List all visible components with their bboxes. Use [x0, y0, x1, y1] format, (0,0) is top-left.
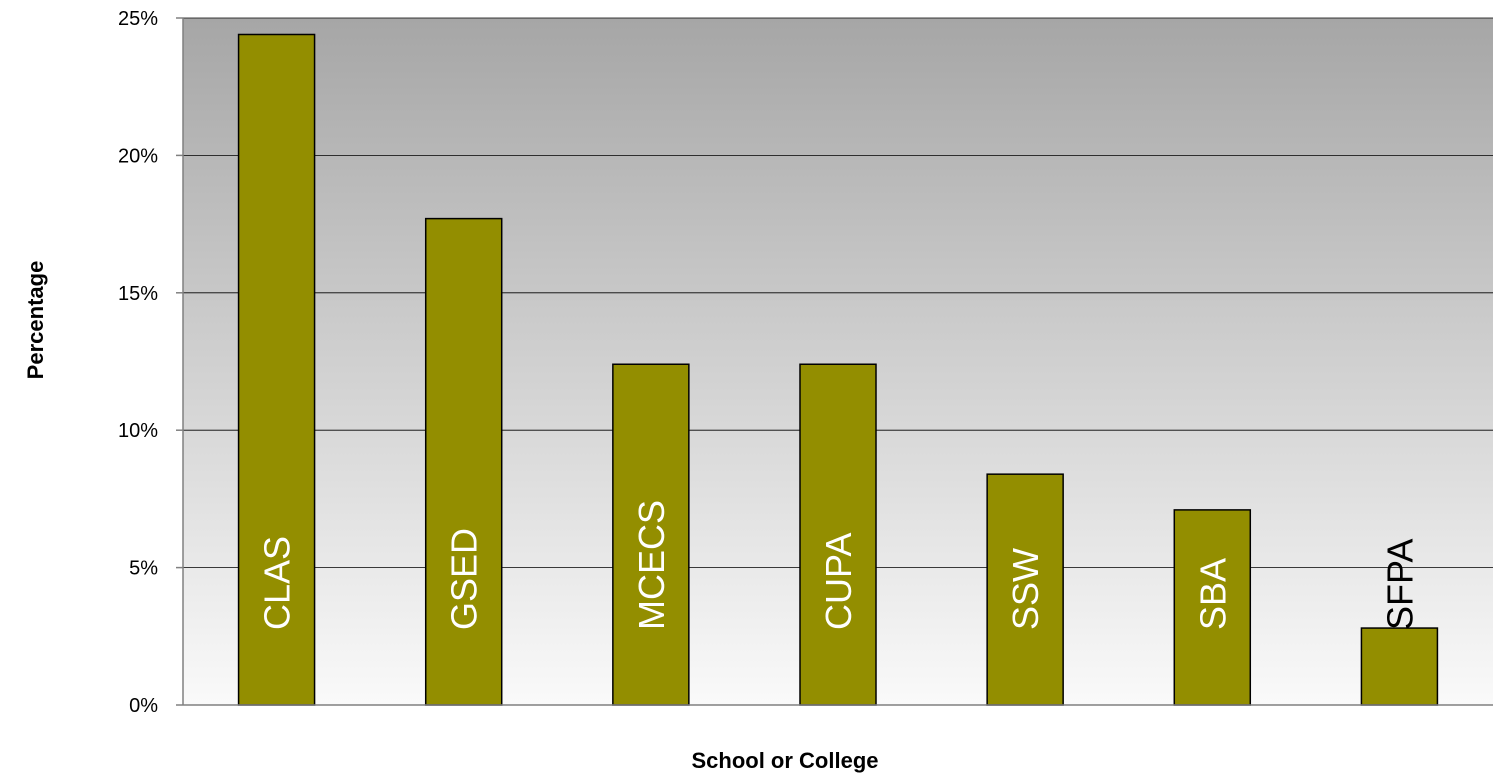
y-tick-label: 5% [129, 558, 158, 580]
bar-mcecs [612, 363, 690, 706]
y-tick-label: 15% [118, 283, 158, 305]
bar-sfpa [1360, 627, 1439, 706]
y-tick-label: 0% [129, 695, 158, 717]
bar-sba [1173, 509, 1252, 706]
bar-label-clas: CLAS [257, 536, 298, 630]
y-tick-label: 10% [118, 420, 158, 442]
bar-gsed [424, 217, 503, 706]
bar-label-ssw: SSW [1005, 548, 1046, 630]
bar-label-gsed: GSED [444, 528, 485, 630]
bar-label-mcecs: MCECS [631, 500, 672, 630]
y-axis-ticks: 0% 5% 10% 15% 20% 25% [118, 8, 183, 717]
y-tick-label: 25% [118, 8, 158, 30]
bars: CLAS GSED MCECS CUPA SSW SBA SFPA [237, 33, 1439, 706]
bar-ssw [986, 473, 1064, 706]
bar-label-cupa: CUPA [818, 533, 859, 630]
x-axis-title: School or College [691, 748, 878, 773]
bar-clas [237, 33, 316, 706]
y-tick-label: 20% [118, 145, 158, 167]
bar-label-sba: SBA [1192, 558, 1233, 630]
bar-cupa [799, 363, 877, 706]
y-axis-title: Percentage [23, 261, 48, 380]
bar-label-sfpa: SFPA [1379, 539, 1420, 630]
